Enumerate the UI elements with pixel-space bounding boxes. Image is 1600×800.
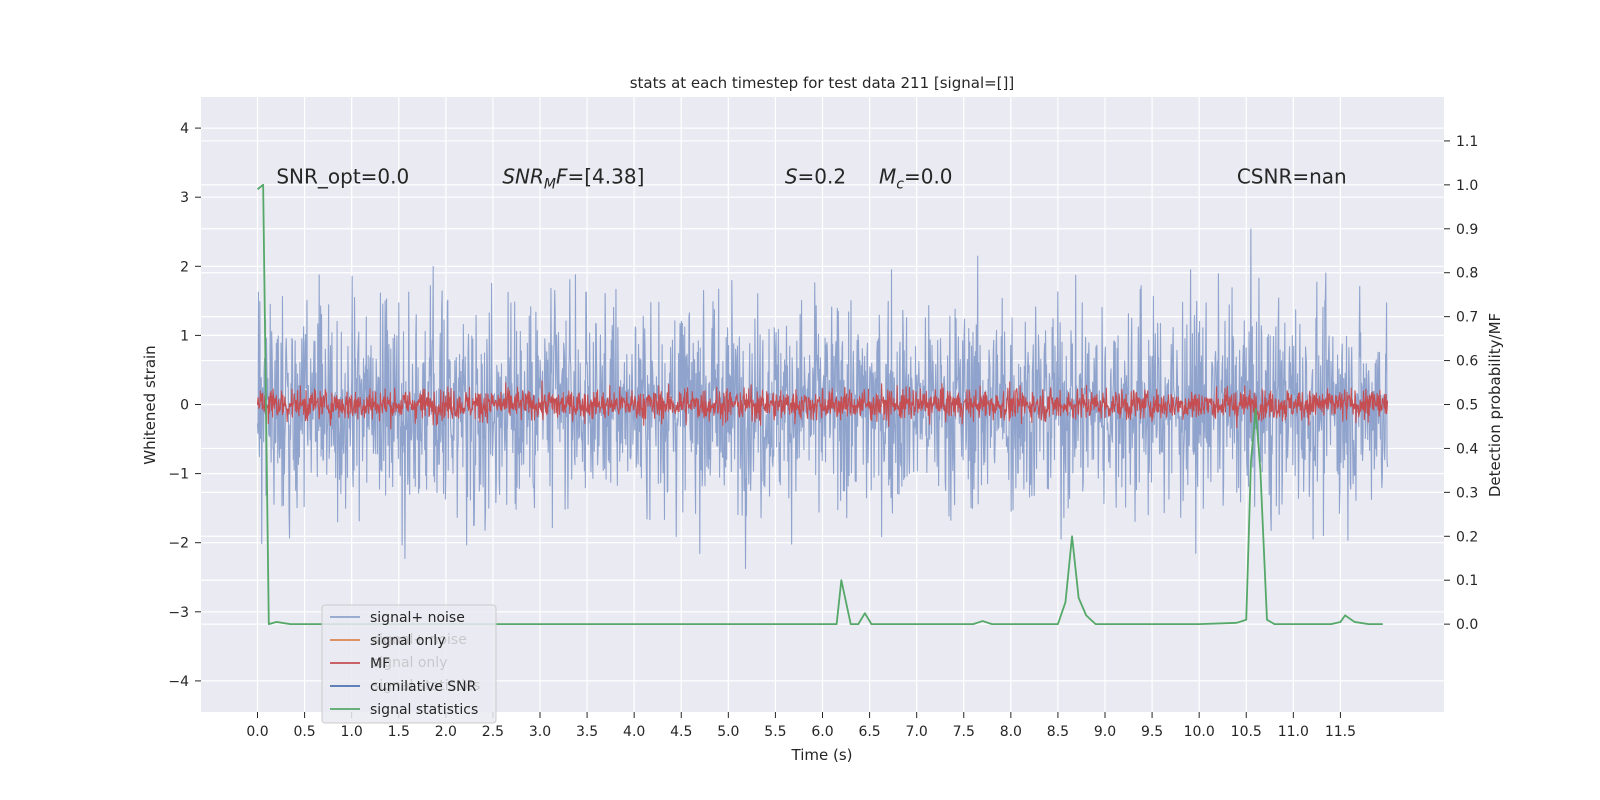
x-tick-label: 9.5 [1141, 724, 1163, 740]
legend-label: signal statistics [370, 702, 478, 718]
legend-label: signal+ noise [370, 610, 465, 626]
y-tick-label: 4 [180, 121, 189, 137]
y-right-tick-label: 0.1 [1456, 573, 1478, 589]
x-tick-label: 10.0 [1184, 724, 1215, 740]
annotation-0: SNR_opt=0.0 [276, 164, 409, 188]
y-tick-label: −3 [168, 605, 189, 621]
x-tick-label: 4.5 [670, 724, 692, 740]
y-tick-label: −4 [168, 674, 189, 690]
x-tick-label: 5.0 [717, 724, 739, 740]
y-tick-label: 0 [180, 398, 189, 414]
x-tick-label: 10.5 [1231, 724, 1262, 740]
x-tick-label: 8.0 [1000, 724, 1022, 740]
y-right-tick-label: 0.2 [1456, 529, 1478, 545]
x-tick-label: 7.5 [953, 724, 975, 740]
y-right-tick-label: 1.0 [1456, 178, 1478, 194]
x-tick-label: 7.0 [906, 724, 928, 740]
annotation-2: S=0.2 [785, 164, 846, 188]
legend-label: cumilative SNR [370, 679, 477, 695]
y-axis-label: Whitened strain [141, 345, 159, 464]
y-axis-right-label: Detection probability/MF [1486, 313, 1504, 497]
legend-label: MF [370, 656, 390, 672]
x-tick-label: 11.5 [1325, 724, 1356, 740]
legend-ghost-label: signal statistics [372, 678, 480, 694]
legend-ghost-label: signal only [372, 655, 447, 671]
right-tick-labels: 1.1 1.0 0.9 0.8 0.7 0.6 0.5 0.4 0.3 0.2 0.1 0.0 [1444, 134, 1478, 633]
y-tick-label: −2 [168, 536, 189, 552]
series-line-signal-noise [256, 228, 1389, 569]
annotation-4: CSNR=nan [1237, 164, 1347, 188]
x-tick-label: 2.5 [482, 724, 504, 740]
x-tick-label: 3.0 [529, 724, 551, 740]
y-right-tick-label: 0.3 [1456, 485, 1478, 501]
x-axis-label: Time (s) [791, 746, 853, 764]
x-tick-label: 4.0 [623, 724, 645, 740]
x-tick-label: 3.5 [576, 724, 598, 740]
y-right-tick-label: 0.8 [1456, 266, 1478, 282]
legend-label: signal only [370, 633, 445, 649]
left-tick-labels: 4 3 2 1 0 −1 −2 −3 −4 [168, 121, 201, 690]
x-tick-label: 8.5 [1047, 724, 1069, 740]
y-right-tick-label: 0.9 [1456, 222, 1478, 238]
y-tick-label: 2 [180, 259, 189, 275]
x-tick-label: 9.0 [1094, 724, 1116, 740]
y-tick-label: 1 [180, 328, 189, 344]
annotation-1: SNRMF=[4.38] [502, 164, 644, 192]
x-tick-label: 0.0 [246, 724, 268, 740]
annotations: SNR_opt=0.0 SNRMF=[4.38] S=0.2 Mc=0.0 CSNR=n… [276, 164, 1346, 192]
x-tick-label: 0.5 [293, 724, 315, 740]
y-tick-label: −1 [168, 467, 189, 483]
x-tick-label: 11.0 [1278, 724, 1309, 740]
x-tick-label: 1.0 [341, 724, 363, 740]
bottom-tick-labels: 0.0 0.5 1.0 1.5 2.0 2.5 3.0 3.5 4.0 4.5 5.0 5.5 6.0 6… [246, 712, 1356, 740]
y-tick-label: 3 [180, 190, 189, 206]
x-tick-label: 2.0 [435, 724, 457, 740]
y-right-tick-label: 0.6 [1456, 354, 1478, 370]
annotation-3: Mc=0.0 [879, 164, 953, 192]
y-right-tick-label: 0.0 [1456, 617, 1478, 633]
x-tick-label: 6.5 [858, 724, 880, 740]
y-right-tick-label: 0.7 [1456, 310, 1478, 326]
legend-ghost-label: signal+ noise [372, 632, 467, 648]
chart-title: stats at each timestep for test data 211… [630, 74, 1015, 92]
y-right-tick-label: 1.1 [1456, 134, 1478, 150]
x-tick-label: 1.5 [388, 724, 410, 740]
x-tick-label: 5.5 [764, 724, 786, 740]
y-right-tick-label: 0.4 [1456, 441, 1478, 457]
x-tick-label: 6.0 [811, 724, 833, 740]
y-right-tick-label: 0.5 [1456, 398, 1478, 414]
legend-box [321, 604, 497, 724]
series-line-mf [256, 380, 1389, 430]
